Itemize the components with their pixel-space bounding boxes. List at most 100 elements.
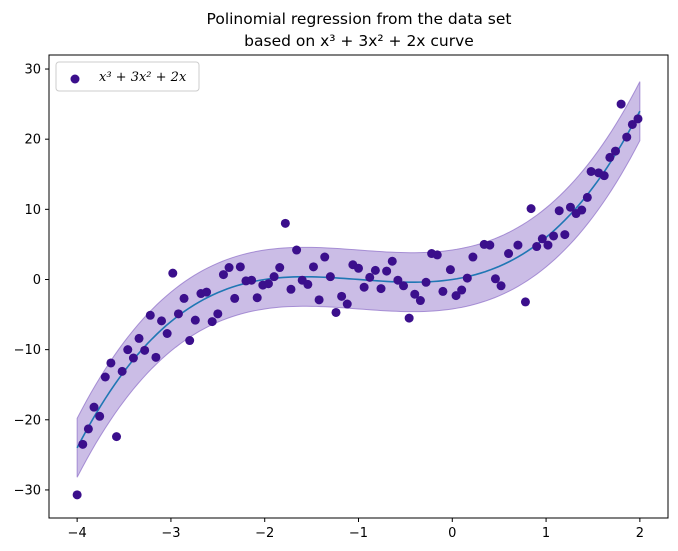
data-point	[554, 206, 564, 216]
x-tick-label: −1	[349, 526, 368, 541]
data-point	[633, 114, 643, 124]
data-point	[627, 119, 637, 129]
y-tick-label: 0	[33, 273, 41, 288]
x-tick-label: 1	[542, 526, 550, 541]
data-point	[235, 262, 245, 272]
data-point	[382, 266, 392, 276]
chart-title-line-1: Polinomial regression from the data set	[207, 10, 512, 28]
data-point	[280, 218, 290, 228]
data-point	[83, 424, 93, 434]
data-point	[387, 256, 397, 266]
data-point	[462, 273, 472, 283]
data-point	[89, 402, 99, 412]
data-point	[549, 231, 559, 241]
y-tick-label: 20	[24, 133, 41, 148]
x-tick-label: −3	[161, 526, 180, 541]
data-point	[145, 310, 155, 320]
data-point	[320, 252, 330, 262]
data-point	[359, 282, 369, 292]
y-tick-label: 30	[24, 63, 41, 78]
data-point	[151, 352, 161, 362]
data-point	[451, 291, 461, 301]
chart-title-line-2: based on x³ + 3x² + 2x curve	[244, 32, 474, 50]
data-point	[95, 411, 105, 421]
data-point	[185, 336, 195, 346]
data-point	[485, 240, 495, 250]
data-point	[331, 307, 341, 317]
data-point	[252, 293, 262, 303]
fit-line-layer	[76, 110, 641, 449]
data-point	[605, 152, 615, 162]
data-point	[342, 299, 352, 309]
data-point	[537, 234, 547, 244]
x-tick-label: −2	[255, 526, 274, 541]
data-point	[314, 295, 324, 305]
data-point	[599, 171, 609, 181]
data-point	[543, 240, 553, 250]
data-point	[190, 315, 200, 325]
data-point	[468, 252, 478, 262]
data-point	[457, 285, 467, 295]
data-point	[610, 146, 620, 156]
data-point	[128, 353, 138, 363]
data-point	[157, 316, 167, 326]
data-point	[308, 262, 318, 272]
data-point	[230, 293, 240, 303]
data-point	[168, 268, 178, 278]
y-tick-label: −10	[14, 343, 41, 358]
data-point	[224, 263, 234, 273]
data-point	[286, 284, 296, 294]
data-point	[415, 296, 425, 306]
data-point	[490, 274, 500, 284]
data-points-layer	[72, 99, 643, 500]
data-point	[325, 272, 335, 282]
data-point	[432, 250, 442, 260]
y-tick-label: 10	[24, 203, 41, 218]
data-point	[106, 358, 116, 368]
data-point	[303, 279, 313, 289]
data-point	[72, 490, 82, 500]
data-point	[207, 317, 217, 327]
data-point	[410, 289, 420, 299]
data-point	[173, 309, 183, 319]
data-point	[112, 432, 122, 442]
data-point	[496, 281, 506, 291]
data-point	[263, 279, 273, 289]
data-point	[616, 99, 626, 109]
data-point	[218, 270, 228, 280]
data-point	[117, 366, 127, 376]
data-point	[162, 329, 172, 338]
data-point	[354, 263, 363, 273]
data-point	[526, 204, 536, 214]
data-point	[399, 281, 409, 291]
data-point	[269, 272, 279, 282]
data-point	[520, 297, 530, 307]
data-point	[100, 372, 110, 382]
x-tick-label: 2	[636, 526, 644, 541]
data-point	[445, 265, 455, 275]
data-point	[560, 230, 570, 240]
data-point	[275, 263, 285, 273]
data-point	[365, 272, 375, 282]
legend: x³ + 3x² + 2x	[55, 61, 200, 92]
data-point	[123, 345, 133, 355]
data-point	[78, 439, 88, 449]
data-point	[582, 192, 592, 202]
data-point	[577, 205, 587, 215]
data-point	[247, 275, 257, 285]
y-tick-label: −20	[14, 413, 41, 428]
chart-title: Polinomial regression from the data set …	[207, 10, 512, 50]
data-point	[532, 242, 542, 252]
legend-marker	[70, 74, 80, 84]
data-point	[179, 293, 189, 303]
fit-line	[76, 110, 641, 449]
x-tick-label: 0	[448, 526, 456, 541]
data-point	[504, 249, 514, 259]
data-point	[421, 277, 431, 287]
legend-label: x³ + 3x² + 2x	[99, 70, 187, 85]
data-point	[337, 291, 347, 301]
data-point	[140, 345, 150, 355]
data-point	[393, 275, 403, 285]
